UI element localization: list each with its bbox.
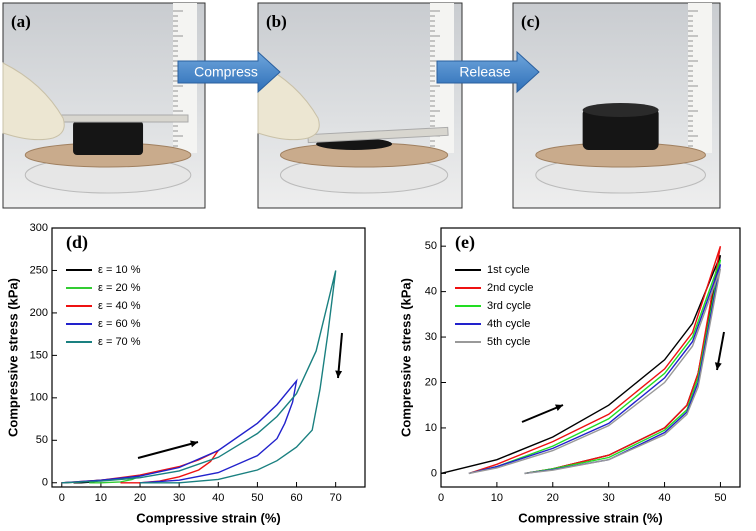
y-tick-label: 30 — [425, 331, 437, 343]
legend-label: ε = 70 % — [98, 336, 141, 348]
legend-label: 1st cycle — [487, 264, 530, 276]
x-tick-label: 40 — [212, 492, 224, 504]
legend-label: 3rd cycle — [487, 300, 531, 312]
x-tick-label: 50 — [251, 492, 263, 504]
x-tick-label: 30 — [603, 492, 615, 504]
y-tick-label: 100 — [30, 392, 48, 404]
plot-frame — [440, 227, 741, 488]
y-axis-label: Compressive stress (kPa) — [398, 278, 413, 437]
annotation-arrowhead — [714, 362, 722, 370]
annotation-arrow — [337, 332, 343, 379]
y-tick-label: 0 — [42, 477, 48, 489]
x-tick-label: 50 — [714, 492, 726, 504]
photo: (c) — [512, 2, 721, 209]
process-label: Release — [459, 64, 511, 80]
plate — [57, 114, 189, 123]
photo: (a) — [2, 2, 206, 209]
sample — [73, 121, 144, 155]
annotation-arrow — [521, 404, 564, 423]
process-arrow — [436, 50, 540, 94]
y-tick-label: 10 — [425, 422, 437, 434]
y-tick-label: 0 — [431, 467, 437, 479]
panel-label: (c) — [521, 12, 540, 31]
y-tick-label: 200 — [30, 307, 48, 319]
x-tick-label: 70 — [330, 492, 342, 504]
photo: (b) — [257, 2, 463, 209]
x-tick-label: 0 — [59, 492, 65, 504]
x-tick-label: 60 — [290, 492, 302, 504]
y-tick-label: 20 — [425, 376, 437, 388]
y-tick-label: 50 — [36, 434, 48, 446]
ruler — [688, 3, 712, 153]
plot-frame — [51, 227, 366, 488]
process-arrow — [177, 50, 281, 94]
data-line — [61, 378, 298, 484]
x-tick-label: 20 — [547, 492, 559, 504]
legend-label: ε = 10 % — [98, 264, 141, 276]
sample — [582, 108, 659, 150]
panel-label: (b) — [266, 12, 287, 31]
legend-label: ε = 40 % — [98, 300, 141, 312]
glove-hand — [2, 62, 65, 141]
x-tick-label: 40 — [658, 492, 670, 504]
annotation-arrowhead — [555, 404, 563, 411]
data-line — [468, 268, 722, 475]
y-tick-label: 250 — [30, 264, 48, 276]
sample-top — [582, 103, 659, 117]
x-tick-label: 10 — [491, 492, 503, 504]
legend-label: 4th cycle — [487, 318, 530, 330]
annotation-arrow — [137, 441, 199, 459]
x-tick-label: 20 — [134, 492, 146, 504]
x-tick-label: 30 — [173, 492, 185, 504]
panel-label: (e) — [455, 232, 475, 253]
x-axis-label: Compressive strain (%) — [518, 510, 663, 525]
y-tick-label: 50 — [425, 240, 437, 252]
x-axis-label: Compressive strain (%) — [136, 510, 281, 525]
annotation-arrowhead — [190, 440, 198, 448]
process-label: Compress — [194, 64, 258, 80]
y-axis-label: Compressive stress (kPa) — [5, 278, 20, 437]
annotation-arrowhead — [335, 370, 343, 378]
plate — [307, 126, 449, 144]
panel-label: (a) — [11, 12, 31, 31]
y-tick-label: 40 — [425, 286, 437, 298]
legend-label: ε = 20 % — [98, 282, 141, 294]
data-line — [468, 264, 722, 475]
x-tick-label: 0 — [438, 492, 444, 504]
panel-label: (d) — [66, 232, 88, 253]
data-line — [468, 259, 722, 475]
y-tick-label: 300 — [30, 222, 48, 234]
x-tick-label: 10 — [95, 492, 107, 504]
data-line — [61, 270, 337, 484]
legend-label: ε = 60 % — [98, 318, 141, 330]
legend-label: 5th cycle — [487, 336, 530, 348]
y-tick-label: 150 — [30, 349, 48, 361]
glove-hand — [257, 62, 320, 141]
legend-label: 2nd cycle — [487, 282, 533, 294]
